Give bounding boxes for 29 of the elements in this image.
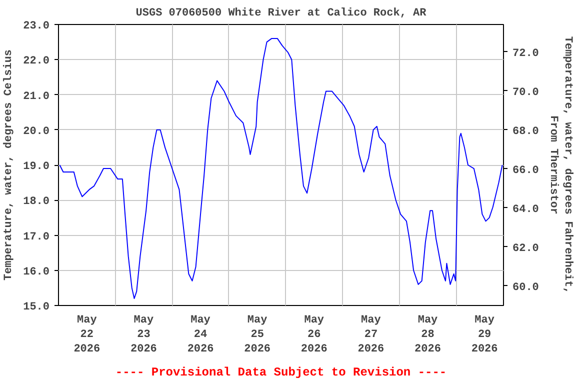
text: ---- Provisional Data Subject to Revision ---- — [115, 366, 447, 380]
y-tick-label: 23.0 — [23, 20, 50, 32]
y2-tick-label: 70.0 — [512, 86, 539, 99]
y-tick-label: 20.0 — [23, 126, 50, 138]
y-tick-label: 19.0 — [23, 161, 50, 173]
x-tick-label: May 26 2026 — [300, 314, 328, 356]
y2-tick-label: 66.0 — [512, 164, 539, 177]
y2-tick-label: 60.0 — [512, 282, 539, 294]
x-tick-label: May 24 2026 — [187, 314, 214, 356]
x-tick-label: May 29 2026 — [471, 314, 498, 356]
y-tick-label: 21.0 — [23, 90, 50, 103]
y2-tick-label: 68.0 — [512, 126, 539, 138]
x-tick-label: May 28 2026 — [414, 314, 441, 356]
y-tick-label: 15.0 — [23, 302, 50, 314]
y-tick-label: 17.0 — [23, 231, 50, 244]
y-axis-title: Temperature, water, degrees Celsius — [3, 49, 16, 281]
y-tick-label: 22.0 — [23, 56, 50, 68]
x-tick-label: May 22 2026 — [74, 314, 100, 356]
y2-tick-label: 72.0 — [512, 48, 539, 60]
line-series — [59, 38, 503, 299]
x-tick-label: May 27 2026 — [358, 314, 384, 356]
y-tick-label: 16.0 — [23, 266, 50, 278]
y-tick-label: 18.0 — [23, 196, 50, 208]
y2-tick-label: 62.0 — [512, 242, 539, 255]
x-tick-label: May 23 2026 — [130, 314, 157, 356]
y2-tick-label: 64.0 — [512, 204, 539, 216]
y2-axis-title: Temperature, water, degrees Fahrenheit, From Thermistor — [546, 36, 574, 294]
chart-title: USGS 07060500 White River at Calico Rock, AR — [136, 8, 427, 20]
x-tick-label: May 25 2026 — [244, 314, 271, 356]
